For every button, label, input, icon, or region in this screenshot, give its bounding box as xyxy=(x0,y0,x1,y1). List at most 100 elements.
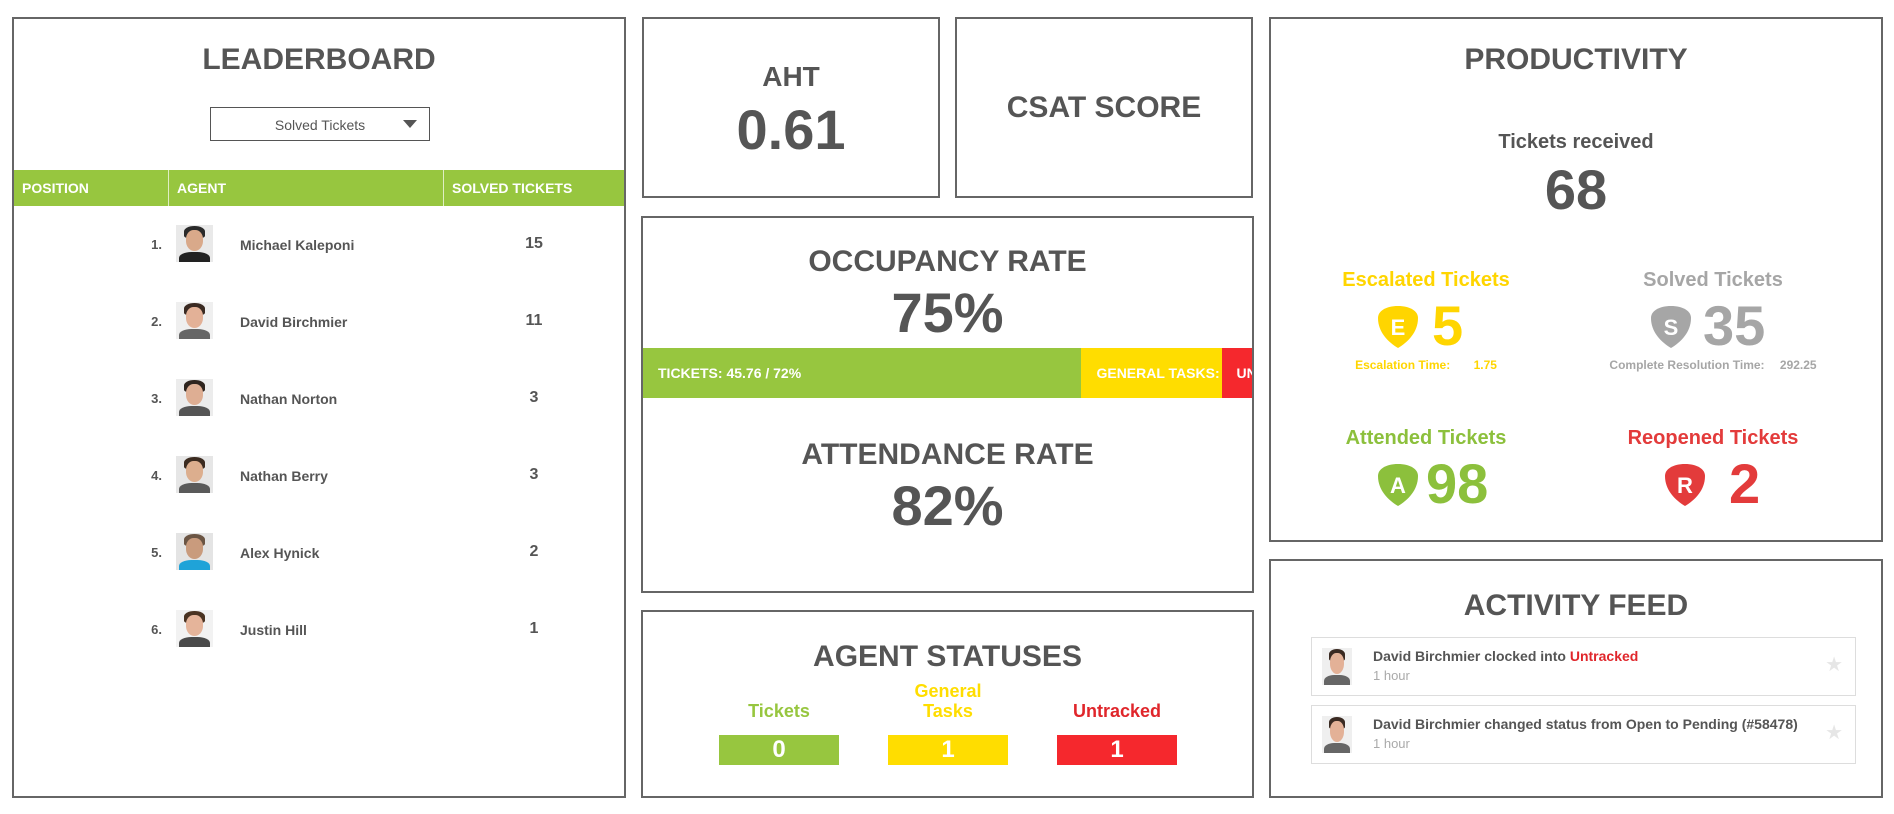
solved-value: 35 xyxy=(1703,294,1766,357)
column-header-agent[interactable]: AGENT xyxy=(168,170,443,206)
status-tickets[interactable]: Tickets 0 xyxy=(719,701,839,765)
table-row[interactable]: 2. David Birchmier 11 xyxy=(14,302,624,342)
status-general-tasks[interactable]: General Tasks 1 xyxy=(888,681,1008,765)
reopened-shield-icon: R xyxy=(1665,464,1705,506)
row-position: 4. xyxy=(151,468,162,483)
reopened-value: 2 xyxy=(1729,452,1761,515)
avatar xyxy=(176,610,213,647)
agent-statuses-panel: AGENT STATUSES Tickets 0 General Tasks 1… xyxy=(641,610,1254,798)
aht-value: 0.61 xyxy=(736,98,846,161)
star-icon[interactable]: ★ xyxy=(1825,654,1843,676)
svg-text:A: A xyxy=(1390,473,1406,498)
attended-label: Attended Tickets xyxy=(1345,427,1507,449)
activity-feed-title: ACTIVITY FEED xyxy=(1463,589,1689,622)
svg-text:S: S xyxy=(1664,315,1679,340)
agent-name: David Birchmier xyxy=(240,314,348,330)
agent-name: Nathan Berry xyxy=(240,468,328,484)
feed-item-text: David Birchmier clocked into Untracked xyxy=(1373,648,1638,664)
agent-name: Alex Hynick xyxy=(240,545,320,561)
star-icon[interactable]: ★ xyxy=(1825,722,1843,744)
escalation-time-label: Escalation Time: xyxy=(1355,358,1451,372)
attended-shield-icon: A xyxy=(1378,464,1418,506)
row-position: 3. xyxy=(151,391,162,406)
solved-count: 2 xyxy=(529,543,539,560)
reopened-tickets-metric: Reopened Tickets R 2 xyxy=(1563,426,1863,514)
feed-item[interactable]: David Birchmier changed status from Open… xyxy=(1311,705,1856,764)
escalated-shield-icon: E xyxy=(1378,306,1418,348)
row-position: 6. xyxy=(151,622,162,637)
occupancy-breakdown-bar: TICKETS: 45.76 / 72% GENERAL TASKS: UN xyxy=(643,348,1252,398)
occupancy-attendance-panel: OCCUPANCY RATE 75% TICKETS: 45.76 / 72% … xyxy=(641,216,1254,593)
status-label: Tickets xyxy=(748,701,810,721)
tickets-received-value: 68 xyxy=(1544,158,1608,221)
leaderboard-panel: LEADERBOARD Solved Tickets POSITION AGEN… xyxy=(12,17,626,798)
occupancy-value: 75% xyxy=(891,281,1004,344)
column-header-solved-tickets[interactable]: SOLVED TICKETS xyxy=(443,170,624,206)
svg-text:E: E xyxy=(1391,315,1406,340)
table-row[interactable]: 6. Justin Hill 1 xyxy=(14,610,624,650)
row-position: 5. xyxy=(151,545,162,560)
solved-count: 11 xyxy=(525,312,543,329)
status-untracked[interactable]: Untracked 1 xyxy=(1057,701,1177,765)
aht-label: AHT xyxy=(762,61,820,92)
solved-shield-icon: S xyxy=(1651,306,1691,348)
solved-count: 1 xyxy=(529,620,539,637)
chevron-down-icon[interactable] xyxy=(403,120,417,128)
status-count: 0 xyxy=(719,735,839,765)
table-row[interactable]: 3. Nathan Norton 3 xyxy=(14,379,624,419)
agent-name: Justin Hill xyxy=(240,622,307,638)
solved-count: 15 xyxy=(525,235,543,252)
attended-value: 98 xyxy=(1426,452,1489,515)
row-position: 2. xyxy=(151,314,162,329)
avatar xyxy=(176,225,213,262)
avatar xyxy=(1322,716,1352,753)
feed-item-time: 1 hour xyxy=(1373,736,1410,751)
dropdown-selected-value: Solved Tickets xyxy=(274,117,366,133)
avatar xyxy=(176,302,213,339)
productivity-title: PRODUCTIVITY xyxy=(1464,43,1688,76)
escalated-tickets-metric: Escalated Tickets E 5 Escalation Time: 1… xyxy=(1276,268,1576,372)
occupancy-segment-tickets[interactable]: TICKETS: 45.76 / 72% xyxy=(643,348,1082,398)
resolution-time-label: Complete Resolution Time: xyxy=(1609,358,1765,372)
csat-panel: CSAT SCORE xyxy=(955,17,1253,198)
avatar xyxy=(176,533,213,570)
feed-item-text: David Birchmier changed status from Open… xyxy=(1373,716,1798,732)
leaderboard-table-header: POSITION AGENT SOLVED TICKETS xyxy=(14,170,624,206)
escalated-label: Escalated Tickets xyxy=(1342,269,1510,291)
solved-count: 3 xyxy=(529,466,539,483)
avatar xyxy=(176,379,213,416)
attendance-value: 82% xyxy=(891,474,1004,537)
resolution-time-value: 292.25 xyxy=(1779,358,1817,372)
column-header-position[interactable]: POSITION xyxy=(22,180,89,196)
tickets-received-label: Tickets received xyxy=(1498,131,1654,153)
avatar xyxy=(176,456,213,493)
occupancy-title: OCCUPANCY RATE xyxy=(808,245,1087,278)
status-count: 1 xyxy=(888,735,1008,765)
csat-label: CSAT SCORE xyxy=(1006,91,1202,124)
occupancy-segment-untracked[interactable]: UN xyxy=(1221,348,1252,398)
feed-item-time: 1 hour xyxy=(1373,668,1410,683)
solved-label: Solved Tickets xyxy=(1643,269,1783,291)
table-row[interactable]: 1. Michael Kaleponi 15 xyxy=(14,225,624,265)
avatar xyxy=(1322,648,1352,685)
feed-message: David Birchmier clocked into xyxy=(1373,648,1570,664)
feed-item[interactable]: David Birchmier clocked into Untracked 1… xyxy=(1311,637,1856,696)
leaderboard-title: LEADERBOARD xyxy=(202,43,436,76)
activity-feed-panel: ACTIVITY FEED David Birchmier clocked in… xyxy=(1269,559,1883,798)
agent-statuses-title: AGENT STATUSES xyxy=(813,640,1082,673)
status-label: General Tasks xyxy=(914,681,982,721)
solved-count: 3 xyxy=(529,389,539,406)
row-position: 1. xyxy=(151,237,162,252)
productivity-panel: PRODUCTIVITY Tickets received 68 Escalat… xyxy=(1269,17,1883,542)
status-count: 1 xyxy=(1057,735,1177,765)
svg-text:R: R xyxy=(1677,473,1693,498)
feed-highlight-status[interactable]: Untracked xyxy=(1569,648,1639,664)
escalated-value: 5 xyxy=(1432,294,1464,357)
reopened-label: Reopened Tickets xyxy=(1627,427,1799,449)
table-row[interactable]: 5. Alex Hynick 2 xyxy=(14,533,624,573)
occupancy-segment-general-tasks[interactable]: GENERAL TASKS: xyxy=(1081,348,1222,398)
attended-tickets-metric: Attended Tickets A 98 xyxy=(1276,426,1576,514)
agent-name: Nathan Norton xyxy=(240,391,338,407)
table-row[interactable]: 4. Nathan Berry 3 xyxy=(14,456,624,496)
metric-dropdown[interactable]: Solved Tickets xyxy=(210,107,430,141)
